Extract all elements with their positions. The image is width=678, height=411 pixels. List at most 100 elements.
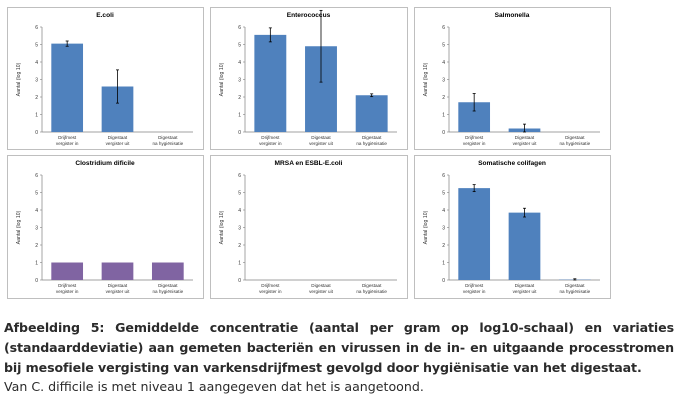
y-axis-label: Aantal (log 10) — [423, 210, 429, 244]
y-tick-label: 2 — [442, 243, 445, 249]
chart-title: Enterococcus — [287, 12, 331, 19]
bar — [355, 95, 388, 132]
figure-caption: Afbeelding 5: Gemiddelde concentratie (a… — [4, 318, 674, 396]
y-tick-label: 3 — [35, 77, 38, 83]
y-tick-label: 4 — [238, 208, 241, 214]
x-tick-label: Digestaat — [311, 283, 331, 288]
x-tick-label: vergister in — [463, 141, 486, 146]
y-tick-label: 1 — [442, 260, 445, 266]
x-tick-label: Digestaat — [311, 135, 331, 140]
x-tick-label: na hygiënisatie — [560, 141, 591, 146]
y-tick-label: 2 — [238, 243, 241, 249]
y-tick-label: 0 — [238, 278, 241, 284]
y-tick-label: 3 — [35, 225, 38, 231]
x-tick-label: vergister in — [259, 289, 282, 294]
bar — [151, 262, 184, 280]
x-tick-label: vergister in — [56, 289, 79, 294]
x-tick-label: vergister uit — [513, 141, 537, 146]
x-tick-label: Digestaat — [158, 135, 178, 140]
x-tick-label: Digestaat — [362, 283, 382, 288]
x-tick-label: na hygiënisatie — [356, 141, 387, 146]
x-tick-label: na hygiënisatie — [153, 289, 184, 294]
y-axis-label: Aantal (log 10) — [423, 62, 429, 96]
x-tick-label: Drijfmest — [465, 283, 484, 288]
y-tick-label: 0 — [35, 278, 38, 284]
chart-title: E.coli — [96, 12, 114, 19]
y-tick-label: 3 — [442, 225, 445, 231]
caption-main: Afbeelding 5: Gemiddelde concentratie (a… — [4, 320, 674, 375]
x-tick-label: Digestaat — [515, 135, 535, 140]
y-tick-label: 2 — [442, 95, 445, 101]
y-tick-label: 5 — [442, 190, 445, 196]
chart-panel: Clostridium dificile 0 1 2 3 4 5 6 Aantal (log 1… — [7, 155, 204, 299]
x-tick-label: vergister uit — [309, 141, 333, 146]
y-tick-label: 5 — [238, 42, 241, 48]
x-tick-label: na hygiënisatie — [560, 289, 591, 294]
x-tick-label: vergister uit — [513, 289, 537, 294]
chart-title: Salmonella — [495, 12, 530, 19]
y-tick-label: 2 — [35, 95, 38, 101]
chart-panel: Salmonella 0 1 2 3 4 5 6 Aantal (log 10) Drijfmes… — [414, 7, 611, 150]
x-tick-label: vergister in — [56, 141, 79, 146]
y-tick-label: 4 — [238, 60, 241, 66]
x-tick-label: Drijfmest — [261, 283, 280, 288]
y-tick-label: 0 — [442, 278, 445, 284]
bar — [51, 43, 84, 132]
y-tick-label: 6 — [35, 25, 38, 31]
chart-panel: Enterococcus 0 1 2 3 4 5 6 Aantal (log 10) Drijfm… — [210, 7, 408, 150]
x-tick-label: vergister in — [463, 289, 486, 294]
bar — [254, 34, 287, 132]
x-tick-label: Digestaat — [362, 135, 382, 140]
chart-panel: MRSA en ESBL-E.coli 0 1 2 3 4 5 6 Aantal (log 10… — [210, 155, 408, 299]
y-tick-label: 6 — [442, 173, 445, 179]
y-tick-label: 5 — [35, 42, 38, 48]
y-tick-label: 3 — [442, 77, 445, 83]
y-tick-label: 1 — [35, 112, 38, 118]
y-tick-label: 6 — [442, 25, 445, 31]
bar — [508, 212, 541, 280]
y-tick-label: 0 — [442, 130, 445, 136]
x-tick-label: Digestaat — [158, 283, 178, 288]
x-tick-label: Drijfmest — [58, 135, 77, 140]
panel-frame — [210, 155, 408, 299]
chart-title: Clostridium dificile — [75, 160, 135, 167]
y-tick-label: 2 — [238, 95, 241, 101]
x-tick-label: na hygiënisatie — [153, 141, 184, 146]
y-tick-label: 1 — [238, 260, 241, 266]
y-tick-label: 1 — [238, 112, 241, 118]
x-tick-label: Drijfmest — [261, 135, 280, 140]
y-tick-label: 1 — [35, 260, 38, 266]
x-tick-label: vergister uit — [106, 141, 130, 146]
y-tick-label: 6 — [238, 173, 241, 179]
y-tick-label: 3 — [238, 77, 241, 83]
y-tick-label: 5 — [35, 190, 38, 196]
y-tick-label: 6 — [238, 25, 241, 31]
y-tick-label: 0 — [238, 130, 241, 136]
y-tick-label: 4 — [442, 60, 445, 66]
y-tick-label: 4 — [35, 208, 38, 214]
y-tick-label: 5 — [238, 190, 241, 196]
x-tick-label: Digestaat — [565, 283, 585, 288]
bar — [458, 188, 491, 280]
chart-title: MRSA en ESBL-E.coli — [275, 160, 343, 167]
bar — [51, 262, 84, 280]
y-axis-label: Aantal (log 10) — [16, 210, 22, 244]
y-tick-label: 0 — [35, 130, 38, 136]
x-tick-label: vergister in — [259, 141, 282, 146]
x-tick-label: Digestaat — [108, 283, 128, 288]
x-tick-label: Digestaat — [515, 283, 535, 288]
y-tick-label: 2 — [35, 243, 38, 249]
y-tick-label: 5 — [442, 42, 445, 48]
chart-title: Somatische colifagen — [478, 160, 546, 167]
x-tick-label: vergister uit — [309, 289, 333, 294]
y-tick-label: 4 — [442, 208, 445, 214]
x-tick-label: Digestaat — [565, 135, 585, 140]
y-tick-label: 6 — [35, 173, 38, 179]
x-tick-label: Digestaat — [108, 135, 128, 140]
y-axis-label: Aantal (log 10) — [219, 210, 225, 244]
bar — [101, 262, 134, 280]
chart-panel: Somatische colifagen 0 1 2 3 4 5 6 Aantal (log 1… — [414, 155, 611, 299]
y-tick-label: 3 — [238, 225, 241, 231]
